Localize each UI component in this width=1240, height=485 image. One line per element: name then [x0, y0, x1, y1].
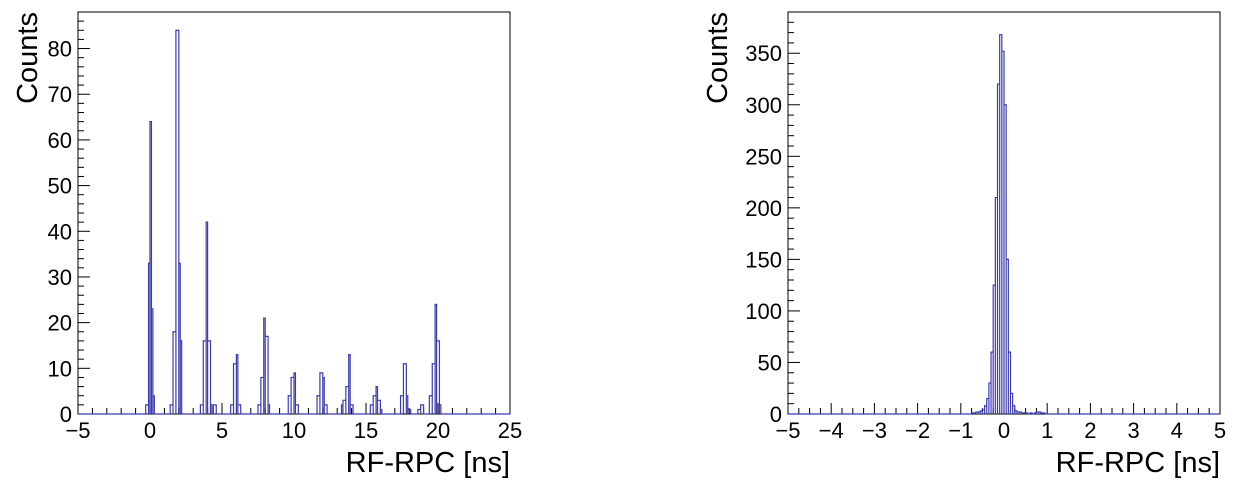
x-tick-label: 10	[282, 418, 306, 443]
right-histogram-panel: −5 −4 −3 −2 −1 0 1 2 3 4 5 0 50 100 150 200 250 300 350 R…	[702, 11, 1226, 479]
y-tick-label: 250	[745, 144, 782, 169]
y-tick-label: 150	[745, 247, 782, 272]
x-tick-label: 5	[216, 418, 228, 443]
y-tick-label: 30	[48, 265, 72, 290]
right-y-axis-ticks: 0 50 100 150 200 250 300 350	[745, 11, 800, 427]
left-histogram-line	[78, 29, 510, 415]
x-tick-label: −3	[862, 418, 887, 443]
y-tick-label: 350	[745, 41, 782, 66]
x-tick-label: −4	[819, 418, 844, 443]
y-tick-label: 50	[48, 174, 72, 199]
x-tick-label: 15	[354, 418, 378, 443]
y-tick-label: 80	[48, 37, 72, 62]
y-tick-label: 70	[48, 82, 72, 107]
x-tick-label: 4	[1171, 418, 1183, 443]
right-y-axis-title: Counts	[702, 12, 734, 104]
y-tick-label: 10	[48, 356, 72, 381]
y-tick-label: 300	[745, 93, 782, 118]
left-plot-frame	[77, 11, 511, 415]
x-tick-label: −5	[65, 418, 90, 443]
x-tick-label: 25	[498, 418, 522, 443]
y-tick-label: 60	[48, 128, 72, 153]
x-tick-label: 3	[1127, 418, 1139, 443]
x-tick-label: −2	[905, 418, 930, 443]
x-tick-label: −1	[948, 418, 973, 443]
left-y-axis-title: Counts	[12, 12, 44, 104]
y-tick-label: 100	[745, 299, 782, 324]
x-tick-label: 5	[1214, 418, 1226, 443]
right-histogram-line	[788, 34, 1220, 415]
x-tick-label: −5	[775, 418, 800, 443]
y-tick-label: 40	[48, 219, 72, 244]
x-tick-label: 0	[144, 418, 156, 443]
x-tick-label: 1	[1041, 418, 1053, 443]
left-x-axis-title: RF-RPC [ns]	[346, 447, 510, 479]
x-tick-label: 2	[1084, 418, 1096, 443]
right-x-axis-ticks: −5 −4 −3 −2 −1 0 1 2 3 4 5	[775, 403, 1226, 443]
y-tick-label: 0	[770, 402, 782, 427]
y-tick-label: 0	[60, 402, 72, 427]
x-tick-label: 0	[998, 418, 1010, 443]
y-tick-label: 200	[745, 196, 782, 221]
y-tick-label: 50	[758, 350, 782, 375]
left-y-axis-ticks: 0 10 20 30 40 50 60 70 80	[48, 11, 90, 427]
right-x-axis-title: RF-RPC [ns]	[1056, 447, 1220, 479]
x-tick-label: 20	[426, 418, 450, 443]
y-tick-label: 20	[48, 311, 72, 336]
